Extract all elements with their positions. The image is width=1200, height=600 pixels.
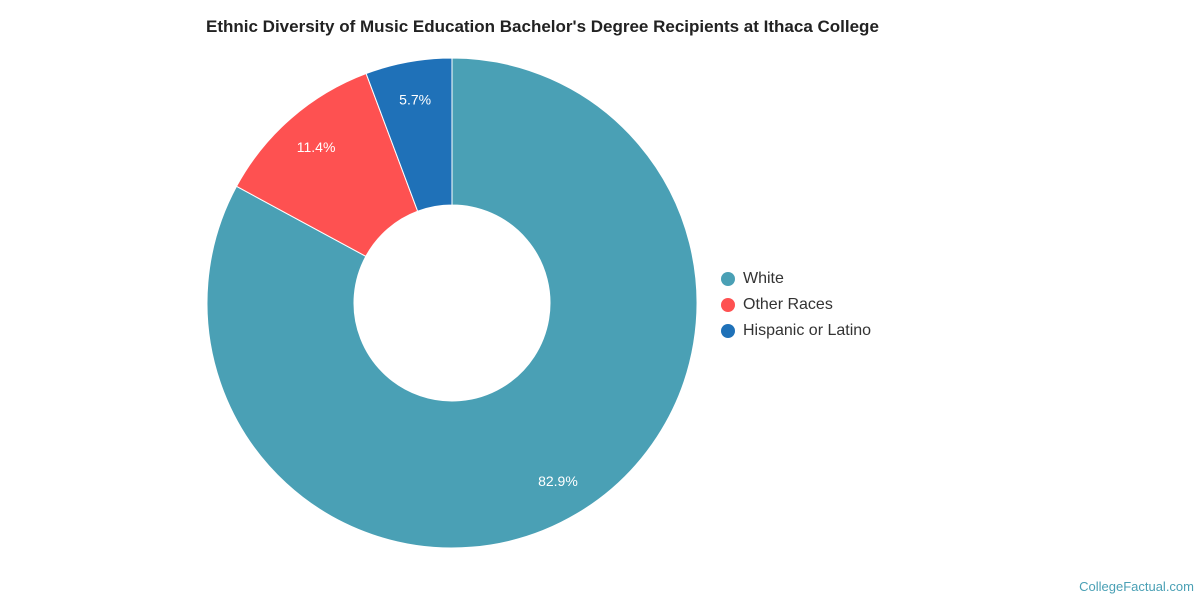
slice-label-other-races: 11.4%: [297, 139, 336, 155]
legend-item-hispanic-or-latino[interactable]: Hispanic or Latino: [721, 318, 871, 344]
legend-item-other-races[interactable]: Other Races: [721, 292, 871, 318]
legend: White Other Races Hispanic or Latino: [721, 266, 871, 344]
slice-labels-group: 82.9% 11.4% 5.7%: [297, 91, 578, 489]
slice-hispanic-or-latino[interactable]: [365, 57, 453, 212]
chart-title: Ethnic Diversity of Music Education Bach…: [206, 17, 879, 36]
legend-swatch-other-races: [721, 298, 735, 312]
slice-white[interactable]: [206, 57, 698, 549]
legend-label-hispanic-or-latino: Hispanic or Latino: [743, 322, 872, 339]
slice-label-white: 82.9%: [538, 473, 578, 489]
slice-other-races[interactable]: [235, 72, 419, 258]
legend-label-other-races: Other Races: [743, 296, 833, 313]
credit-link[interactable]: CollegeFactual.com: [1079, 579, 1194, 594]
legend-label-white: White: [743, 270, 784, 287]
slice-label-hispanic-or-latino: 5.7%: [399, 91, 431, 107]
legend-item-white[interactable]: White: [721, 266, 871, 292]
legend-swatch-hispanic-or-latino: [721, 324, 735, 338]
slices-group: [206, 57, 698, 549]
legend-swatch-white: [721, 272, 735, 286]
